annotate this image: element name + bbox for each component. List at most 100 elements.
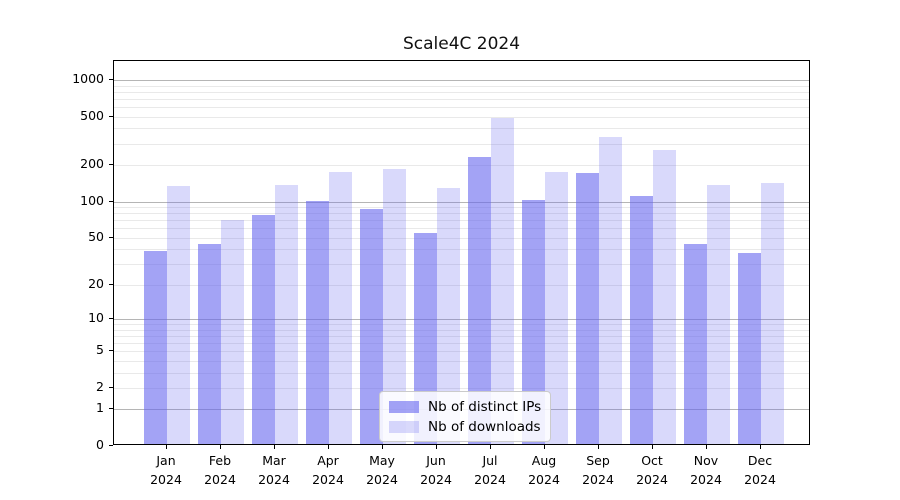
minor-gridline: [114, 107, 809, 108]
y-tick-mark: [109, 78, 113, 80]
bar-downloads: [707, 184, 730, 444]
y-tick-mark: [109, 200, 113, 202]
y-tick-mark: [109, 386, 113, 388]
x-tick-label: Nov 2024: [690, 453, 722, 487]
minor-gridline: [114, 207, 809, 208]
bars-layer: [114, 61, 809, 444]
bar-downloads: [167, 186, 190, 444]
minor-gridline: [114, 85, 809, 87]
gridlines-layer: [114, 61, 809, 444]
y-tick-label: 2: [96, 378, 104, 394]
y-tick-mark: [109, 445, 113, 446]
bar-downloads: [545, 171, 568, 444]
y-tick-label: 50: [88, 228, 104, 244]
y-tick-label: 0: [96, 437, 104, 452]
bar-downloads: [491, 118, 514, 444]
y-tick-mark: [109, 283, 113, 285]
bar-distinct-ips: [252, 215, 275, 444]
minor-gridline: [114, 249, 809, 251]
x-tick-mark: [328, 445, 329, 449]
bar-downloads: [653, 150, 676, 444]
minor-gridline: [114, 264, 809, 266]
minor-gridline: [114, 324, 809, 325]
major-gridline: [114, 319, 809, 320]
bar-downloads: [275, 184, 298, 444]
minor-gridline: [114, 284, 809, 286]
x-tick-label: Apr 2024: [312, 453, 344, 487]
legend-swatch-downloads: [389, 420, 419, 433]
y-tick-mark: [109, 164, 113, 165]
x-tick-label: Mar 2024: [258, 453, 290, 487]
x-tick-mark: [274, 445, 275, 449]
x-tick-label: Feb 2024: [204, 453, 236, 487]
bar-downloads: [599, 136, 622, 444]
bar-downloads: [383, 168, 406, 444]
y-tick-label: 20: [88, 275, 104, 291]
y-tick-mark: [109, 236, 113, 238]
bar-distinct-ips: [576, 172, 599, 444]
legend-item-downloads: Nb of downloads: [389, 418, 541, 435]
bar-distinct-ips: [738, 252, 761, 444]
y-tick-label: 1: [96, 400, 104, 416]
bar-downloads: [221, 219, 244, 444]
bar-distinct-ips: [198, 243, 221, 444]
legend-swatch-distinct-ips: [389, 400, 419, 413]
x-tick-label: Jun 2024: [420, 453, 452, 487]
minor-gridline: [114, 165, 809, 166]
minor-gridline: [114, 360, 809, 362]
y-tick-mark: [109, 408, 113, 410]
bar-distinct-ips: [630, 195, 653, 444]
y-tick-mark: [109, 350, 113, 352]
x-tick-mark: [382, 445, 383, 449]
chart-title: Scale4C 2024: [402, 34, 521, 54]
legend-item-distinct-ips: Nb of distinct IPs: [389, 398, 541, 415]
minor-gridline: [114, 116, 809, 118]
bar-distinct-ips: [306, 201, 329, 444]
minor-gridline: [114, 372, 809, 374]
plot-area: Nb of distinct IPs Nb of downloads: [113, 60, 810, 445]
minor-gridline: [114, 143, 809, 145]
bar-downloads: [437, 188, 460, 444]
y-tick-label: 1000: [72, 70, 104, 86]
legend-label-downloads: Nb of downloads: [428, 418, 541, 435]
y-tick-mark: [109, 115, 113, 117]
bar-distinct-ips: [684, 243, 707, 444]
major-gridline: [114, 201, 809, 203]
minor-gridline: [114, 351, 809, 353]
y-tick-label: 100: [80, 192, 104, 208]
bar-downloads: [761, 182, 784, 444]
y-tick-label: 5: [96, 342, 104, 358]
minor-gridline: [114, 335, 809, 337]
legend: Nb of distinct IPs Nb of downloads: [379, 391, 552, 442]
bar-distinct-ips: [468, 157, 491, 444]
x-tick-label: Dec 2024: [744, 453, 776, 487]
minor-gridline: [114, 228, 809, 230]
x-tick-mark: [544, 445, 545, 449]
bar-distinct-ips: [360, 209, 383, 444]
major-gridline: [114, 79, 809, 81]
x-tick-mark: [220, 445, 221, 449]
x-tick-label: Jan 2024: [150, 453, 182, 487]
legend-label-distinct-ips: Nb of distinct IPs: [428, 398, 542, 415]
bar-downloads: [329, 171, 352, 444]
x-tick-label: Aug 2024: [528, 453, 560, 487]
x-tick-label: Oct 2024: [636, 453, 668, 487]
minor-gridline: [114, 91, 809, 93]
y-tick-label: 500: [80, 107, 104, 123]
x-tick-mark: [598, 445, 599, 449]
x-tick-label: Jul 2024: [474, 453, 506, 487]
bar-distinct-ips: [522, 199, 545, 444]
minor-gridline: [114, 342, 809, 344]
minor-gridline: [114, 220, 809, 222]
bar-distinct-ips: [144, 251, 167, 444]
y-tick-mark: [109, 318, 113, 319]
minor-gridline: [114, 213, 809, 215]
x-tick-mark: [166, 445, 167, 449]
x-tick-mark: [652, 445, 653, 449]
x-tick-mark: [490, 445, 491, 449]
x-tick-label: Sep 2024: [582, 453, 614, 487]
minor-gridline: [114, 387, 809, 389]
minor-gridline: [114, 98, 809, 100]
x-tick-mark: [760, 445, 761, 449]
